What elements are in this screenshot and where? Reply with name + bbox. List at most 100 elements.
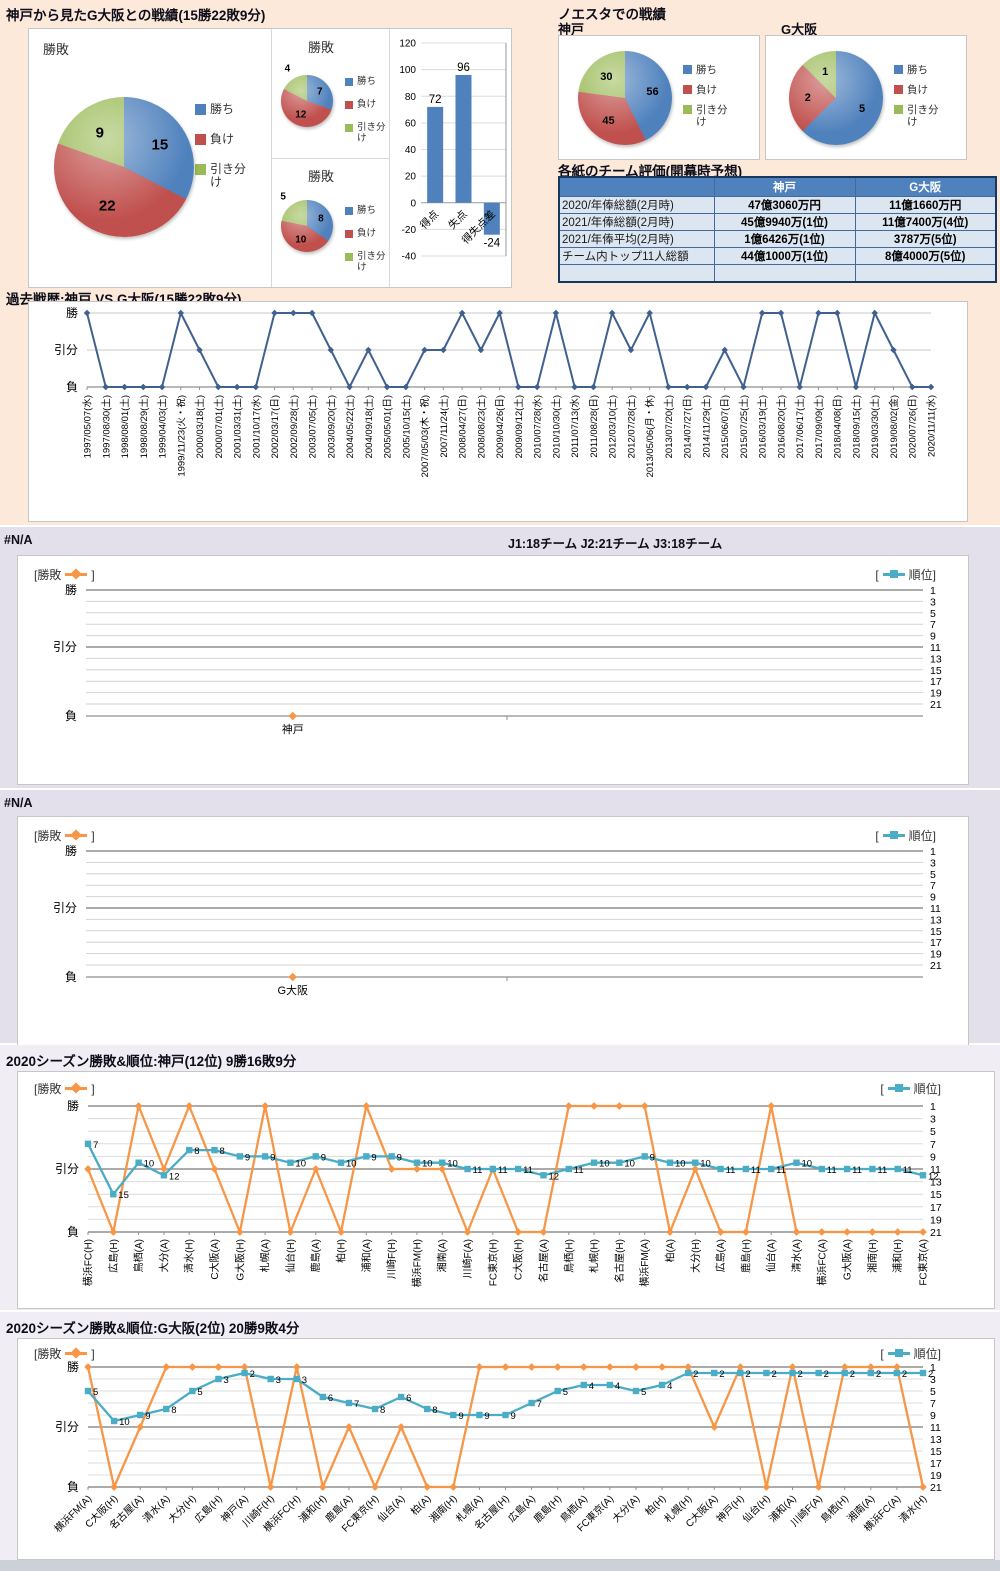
data-point-square: [450, 1411, 457, 1419]
x-axis-team-label: 柏(H): [335, 1239, 348, 1263]
rank-value-label: 11: [726, 1165, 736, 1176]
data-point-diamond: [210, 1165, 219, 1173]
section-title-head2head: 神戸から見たG大阪との戦績(15勝22敗9分): [6, 8, 266, 23]
data-point-diamond: [527, 1363, 536, 1371]
rank-axis-label: 5: [930, 869, 936, 881]
x-axis-team-label: 湘南(H): [866, 1239, 879, 1273]
rank-value-label: 2: [771, 1369, 776, 1380]
data-point-square: [763, 1369, 770, 1377]
data-point-diamond: [646, 309, 653, 317]
data-point-square: [388, 1153, 395, 1160]
season-gosaka-chart-panel[interactable]: [勝敗] [順位] 1 3 5 7 9 11 13 15 17 19 21 勝引分負 5 10 9 8 5 3 2 3…: [17, 1338, 995, 1560]
legend-item: 負け: [195, 132, 250, 147]
data-point-square: [211, 1146, 218, 1154]
bar-axis-label: 80: [405, 92, 417, 103]
data-point-square: [540, 1172, 547, 1179]
legend-swatch-icon: [345, 78, 353, 86]
table-gosaka-value: 3787万(5位): [854, 230, 997, 248]
legend-label: 勝ち: [357, 76, 377, 87]
rank-value-label: 2: [798, 1369, 803, 1380]
noesta-kobe-pie-panel[interactable]: 勝ち 負け 引き分け 56 45 30: [558, 35, 760, 160]
x-axis-team-label: 湘南(A): [436, 1239, 449, 1272]
y-axis-label: 負: [67, 1480, 79, 1494]
data-point-diamond: [683, 383, 691, 391]
x-axis-team-label: 広島(A): [714, 1239, 727, 1272]
pie-value-label: 45: [602, 114, 615, 127]
pie-chart: [578, 51, 672, 145]
rank-value-label: 12: [548, 1171, 559, 1182]
rank-axis-label: 9: [930, 631, 936, 643]
pie-value-label: 9: [95, 124, 104, 142]
bar-value-label: 72: [429, 94, 442, 106]
x-axis-team-label: 鹿島(H): [739, 1239, 752, 1273]
rank-value-label: 2: [850, 1369, 855, 1380]
pie-chart: [281, 200, 333, 252]
rank-value-label: 2: [824, 1369, 829, 1380]
pie-small-2-legend: 勝ち 負け 引き分け: [345, 205, 389, 286]
pie-value-label: 1: [822, 65, 829, 78]
x-axis-date-label: 2014/11/29(土): [700, 395, 712, 458]
data-point-diamond: [136, 1423, 145, 1431]
y-axis-label: 負: [65, 970, 77, 984]
data-point-diamond: [413, 1165, 421, 1173]
x-axis-team-label: G大阪(A): [841, 1239, 854, 1280]
pie-chart: [54, 97, 194, 237]
rank-value-label: 9: [484, 1411, 489, 1422]
x-axis-team-label: 仙台(H): [740, 1492, 773, 1525]
na-gosaka-chart-panel[interactable]: [勝敗] [順位] 1 3 5 7 9 11 13 15 17 19 21 勝引分負 G大阪: [17, 816, 969, 1046]
data-point-diamond: [843, 1228, 851, 1236]
rank-axis-label: 9: [930, 1151, 936, 1163]
rank-value-label: 7: [93, 1140, 98, 1151]
x-axis-date-label: 2019/08/02(金): [888, 395, 900, 458]
legend-item: 勝ち: [683, 64, 731, 76]
data-point-diamond: [658, 1363, 666, 1371]
bar-chart-block: 120 100 80 60 40 20 0 -20 -40 72 得点 96 失点 -24 得失点差: [389, 29, 511, 287]
legend-swatch-icon: [345, 123, 353, 132]
data-point-diamond: [501, 1363, 510, 1371]
data-point-diamond: [736, 1363, 745, 1371]
bottom-strip: [0, 1560, 1000, 1571]
rank-axis-label: 1: [930, 585, 936, 597]
data-point-diamond: [477, 346, 485, 354]
x-axis-date-label: 2018/04/08(日): [833, 395, 844, 458]
history-chart-panel[interactable]: 勝引分負 1997/05/07(水) 1997/08/30(土) 1998/08/01…: [28, 301, 968, 522]
legend-wdl: [勝敗]: [34, 568, 95, 582]
noesta-gosaka-pie-panel[interactable]: 勝ち 負け 引き分け 5 2 1: [765, 35, 967, 160]
legend-rank: [順位]: [880, 1347, 941, 1361]
legend-wdl: [勝敗]: [34, 829, 95, 843]
data-point-diamond: [362, 1102, 371, 1110]
x-axis-team-label: FC東京(A): [917, 1239, 930, 1286]
data-point-diamond: [83, 309, 91, 317]
data-point-diamond: [552, 309, 560, 317]
x-axis-team-label: 鳥栖(A): [132, 1239, 145, 1272]
legend-label: 勝ち: [907, 64, 928, 76]
data-point-square: [287, 1159, 294, 1166]
data-point-square: [767, 1165, 775, 1173]
x-axis-date-label: 2017/06/17(土): [794, 395, 806, 458]
rank-value-label: 2: [876, 1369, 881, 1380]
x-axis-date-label: 2013/07/20(土): [663, 395, 675, 458]
head2head-charts-panel[interactable]: 勝敗 勝ち 負け 引き分け 15 22 9 勝敗 勝ち 負け 引き分け 7 12 4 勝敗 勝ち…: [28, 28, 512, 288]
data-point-square: [241, 1369, 248, 1377]
rank-axis-label: 11: [930, 642, 941, 654]
table-gosaka-value: 11億7400万(4位): [854, 213, 997, 231]
data-point-square: [160, 1172, 168, 1179]
rank-axis-label: 7: [930, 1398, 936, 1410]
data-point-square: [843, 1165, 851, 1173]
data-point-diamond: [327, 346, 335, 354]
x-axis-date-label: 2011/08/28(日): [589, 395, 600, 458]
rank-axis-label: 11: [930, 1164, 941, 1176]
na-kobe-chart-panel[interactable]: [勝敗] [順位] 1 3 5 7 9 11 13 15 17 19 21 勝引分負神戸: [17, 555, 969, 785]
rank-value-label: 10: [700, 1159, 711, 1170]
x-axis-team-label: FC東京(H): [486, 1239, 499, 1286]
x-axis-date-label: 2015/06/07(日): [720, 395, 731, 458]
x-axis-team-label: G大阪(H): [233, 1239, 246, 1281]
rank-axis-label: 11: [930, 1422, 941, 1434]
legend-rank: [順位]: [880, 1082, 941, 1096]
season-kobe-chart-panel[interactable]: [勝敗] [順位] 1 3 5 7 9 11 13 15 17 19 21 勝引分負 7 15 10 12 8 8…: [17, 1071, 995, 1309]
rank-value-label: 12: [928, 1171, 939, 1182]
data-point-diamond: [240, 1363, 249, 1371]
rank-value-label: 7: [537, 1399, 542, 1410]
data-point-diamond: [814, 1483, 823, 1491]
